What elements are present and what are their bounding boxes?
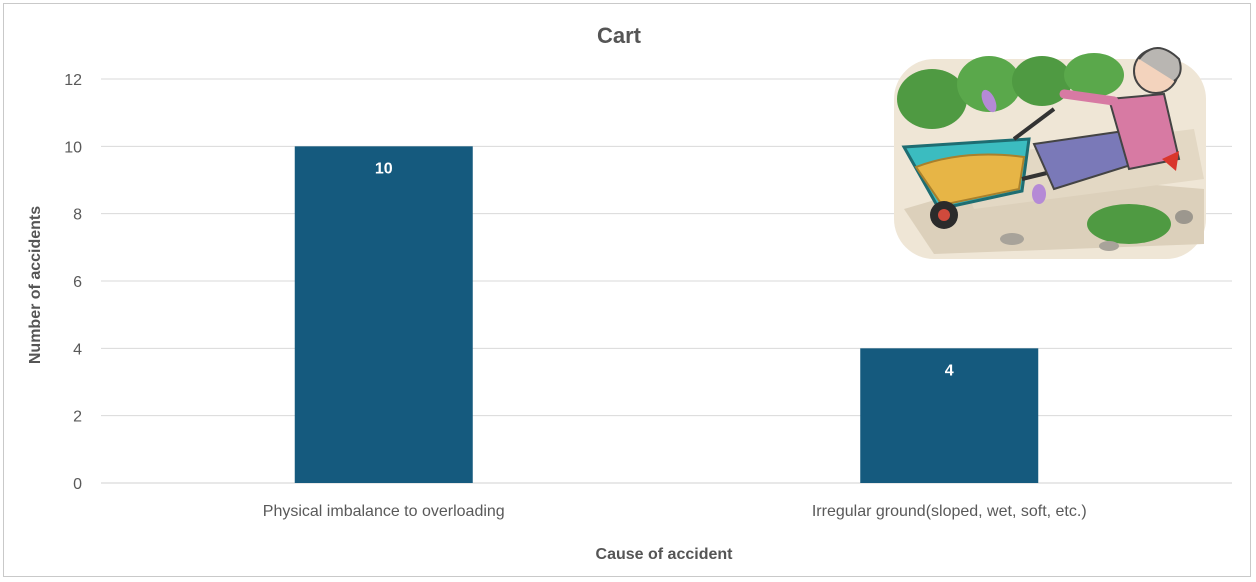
x-category-label: Irregular ground(sloped, wet, soft, etc.… [812, 503, 1087, 520]
chart-plot: Cart 0 2 4 6 8 10 12 [27, 23, 1232, 563]
y-axis-title: Number of accidents [27, 206, 44, 364]
chart-title: Cart [597, 23, 642, 48]
bars [294, 146, 1039, 484]
bar [860, 348, 1039, 483]
y-tick-label: 4 [73, 341, 82, 358]
chart-frame: Cart 0 2 4 6 8 10 12 [3, 3, 1251, 577]
y-tick-label: 12 [64, 72, 82, 89]
y-tick-labels: 0 2 4 6 8 10 12 [64, 72, 82, 493]
y-tick-label: 8 [73, 207, 82, 224]
data-label: 4 [945, 362, 954, 379]
data-label: 10 [375, 160, 393, 177]
fall-accident-illustration [894, 47, 1206, 259]
y-tick-label: 0 [73, 476, 82, 493]
bar [294, 146, 473, 484]
y-tick-label: 10 [64, 139, 82, 156]
x-axis-title: Cause of accident [596, 546, 734, 563]
x-category-labels: Physical imbalance to overloading Irregul… [263, 503, 1087, 520]
y-tick-label: 6 [73, 274, 82, 291]
data-labels: 10 4 [375, 160, 954, 379]
x-category-label: Physical imbalance to overloading [263, 503, 505, 520]
y-tick-label: 2 [73, 409, 82, 426]
gridlines [101, 78, 1232, 484]
